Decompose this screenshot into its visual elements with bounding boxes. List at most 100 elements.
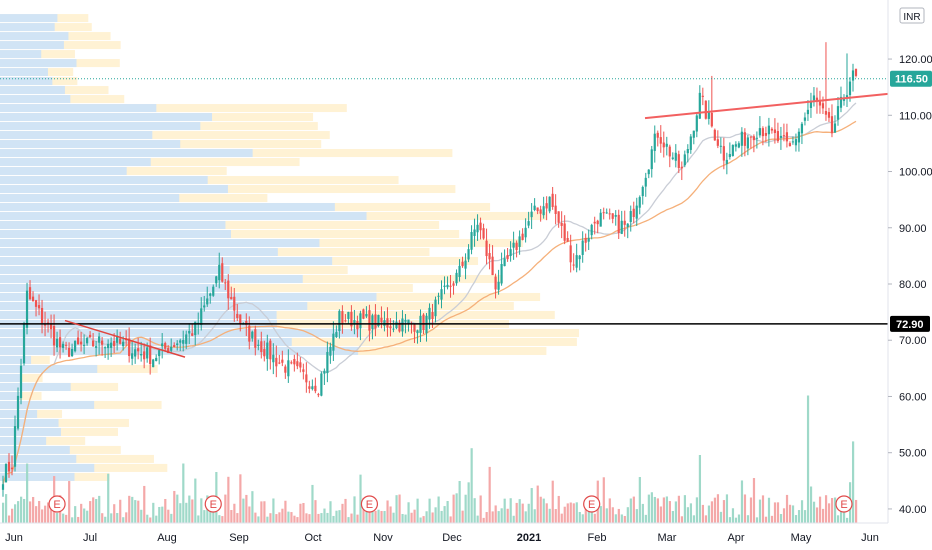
x-tick-label: Dec: [442, 532, 462, 544]
volume-bar: [512, 515, 515, 523]
earnings-marker-label: E: [840, 499, 847, 511]
volume-bar: [725, 494, 729, 523]
x-tick-label: Apr: [727, 532, 744, 544]
candle-body: [815, 97, 819, 102]
candle-body: [548, 196, 551, 212]
candle-body: [37, 305, 41, 309]
volume-bars: [2, 395, 858, 523]
volume-profile-row-up: [0, 167, 127, 176]
candle-body: [746, 137, 749, 149]
candle-body: [791, 141, 795, 143]
y-tick-label: 40.00: [899, 504, 927, 516]
candle-body: [593, 221, 596, 224]
candle-body: [119, 338, 122, 344]
candle-body: [104, 347, 107, 349]
volume-bar: [182, 463, 185, 523]
volume-bar: [608, 498, 611, 523]
volume-bar: [776, 502, 780, 523]
volume-bar: [149, 517, 152, 523]
volume-profile-row-up: [0, 212, 367, 221]
earnings-marker: E: [360, 495, 379, 513]
volume-bar: [632, 496, 635, 523]
candle-body: [227, 280, 230, 299]
candle-body: [464, 260, 467, 269]
volume-bar: [362, 497, 365, 523]
volume-profile-row-up: [0, 463, 95, 472]
volume-profile-row-up: [0, 472, 75, 481]
volume-bar: [566, 503, 569, 523]
volume-bar: [728, 517, 732, 523]
volume-bar: [461, 510, 464, 523]
volume-bar: [308, 514, 311, 523]
volume-bar: [593, 513, 596, 523]
volume-profile-row-up: [0, 257, 333, 266]
volume-bar: [101, 513, 104, 523]
volume-profile-row-up: [0, 230, 231, 239]
candle-body: [446, 284, 449, 288]
candle-body: [647, 169, 650, 175]
x-tick-label: Sep: [229, 532, 249, 544]
volume-bar: [251, 491, 254, 523]
volume-bar: [491, 511, 494, 523]
candle-body: [236, 313, 239, 318]
x-tick-label: Jul: [83, 532, 97, 544]
volume-bar: [296, 517, 299, 523]
level-line-tag: 72.90: [890, 315, 930, 332]
volume-profile-row-up: [0, 158, 151, 167]
candle-body: [848, 81, 852, 96]
candle-body: [164, 343, 167, 349]
volume-bar: [356, 514, 359, 523]
volume-bar: [563, 506, 566, 523]
earnings-marker-label: E: [53, 499, 60, 511]
volume-profile-row-up: [0, 140, 181, 149]
candle-body: [269, 340, 272, 360]
candle-body: [737, 143, 740, 148]
volume-bar: [212, 510, 215, 523]
volume-bar: [272, 498, 275, 523]
volume-bar: [470, 448, 473, 523]
volume-profile-row-up: [0, 104, 157, 113]
candle-body: [101, 340, 104, 345]
candle-body: [656, 132, 659, 138]
last-price-tag-bg: [890, 70, 932, 87]
volume-bar: [344, 498, 347, 523]
volume-profile-row-up: [0, 95, 71, 104]
volume-profile-row-up: [0, 185, 228, 194]
volume-bar: [284, 500, 287, 523]
candle-body: [521, 233, 524, 240]
candle-body: [749, 136, 752, 138]
volume-bar: [68, 481, 71, 523]
candle-body: [845, 95, 849, 98]
candle-body: [194, 321, 197, 336]
volume-bar: [422, 516, 425, 523]
candle-body: [368, 310, 371, 331]
volume-profile-row-up: [0, 265, 230, 274]
volume-bar: [584, 502, 587, 523]
volume-profile-row-up: [0, 436, 47, 445]
candle-body: [704, 100, 707, 119]
volume-bar: [836, 515, 840, 523]
volume-profile-row: [0, 131, 330, 140]
volume-bar: [446, 500, 449, 523]
volume-bar: [116, 513, 119, 523]
candle-body: [4, 463, 8, 483]
candle-body: [365, 314, 368, 317]
volume-profile-row: [0, 310, 555, 319]
candle-body: [698, 92, 701, 119]
volume-bar: [524, 511, 527, 523]
currency-badge: [899, 7, 925, 24]
candle-body: [584, 237, 587, 243]
volume-bar: [482, 517, 485, 523]
candle-body: [52, 326, 56, 346]
candle-body: [563, 223, 566, 241]
volume-bar: [188, 495, 191, 523]
candle-body: [557, 211, 560, 223]
candle-body: [803, 117, 807, 121]
volume-bar: [95, 499, 98, 523]
candle-body: [605, 212, 608, 214]
candle-body: [452, 283, 455, 286]
y-tick-label: 70.00: [899, 335, 927, 347]
volume-bar: [773, 502, 777, 523]
